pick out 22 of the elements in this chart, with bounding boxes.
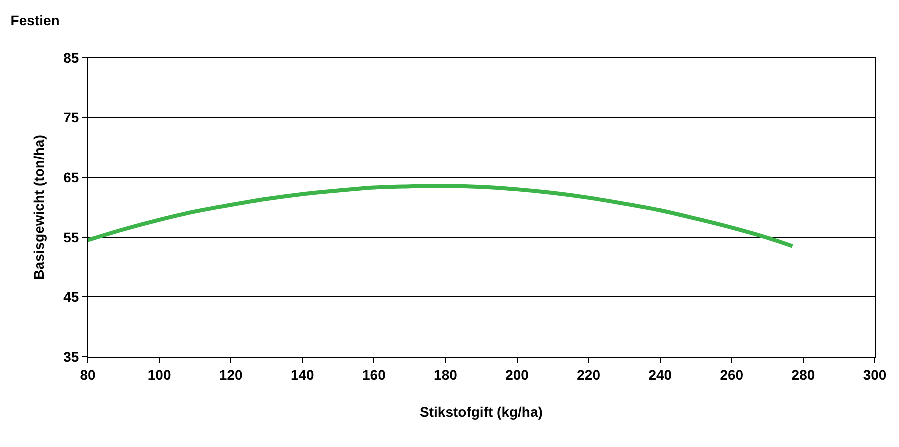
x-axis-title: Stikstofgift (kg/ha) [420, 404, 543, 420]
x-tick-label: 140 [290, 366, 315, 383]
line-series [88, 184, 795, 248]
y-tick-label: 35 [64, 348, 80, 365]
x-tick-label: 300 [863, 366, 887, 383]
y-tick-label: 75 [64, 110, 80, 126]
x-tick-label: 280 [792, 366, 816, 383]
x-tick-label: 260 [720, 366, 744, 383]
x-tick-label: 160 [362, 366, 386, 383]
y-tick-label: 55 [64, 229, 80, 246]
x-tick-label: 180 [434, 366, 458, 383]
y-axis-title: Basisgewicht (ton/ha) [31, 135, 48, 280]
y-tick-label: 45 [64, 289, 80, 306]
x-tick-label: 200 [506, 366, 530, 383]
x-tick-label: 220 [577, 366, 601, 383]
chart-title: Festien [10, 12, 60, 28]
x-tick-label: 100 [148, 366, 172, 383]
x-tick-label: 240 [648, 366, 672, 383]
x-tick-label: 120 [219, 366, 243, 383]
y-tick-label: 85 [64, 50, 80, 66]
y-tick-label: 65 [64, 170, 80, 186]
x-tick-label: 80 [80, 366, 96, 383]
